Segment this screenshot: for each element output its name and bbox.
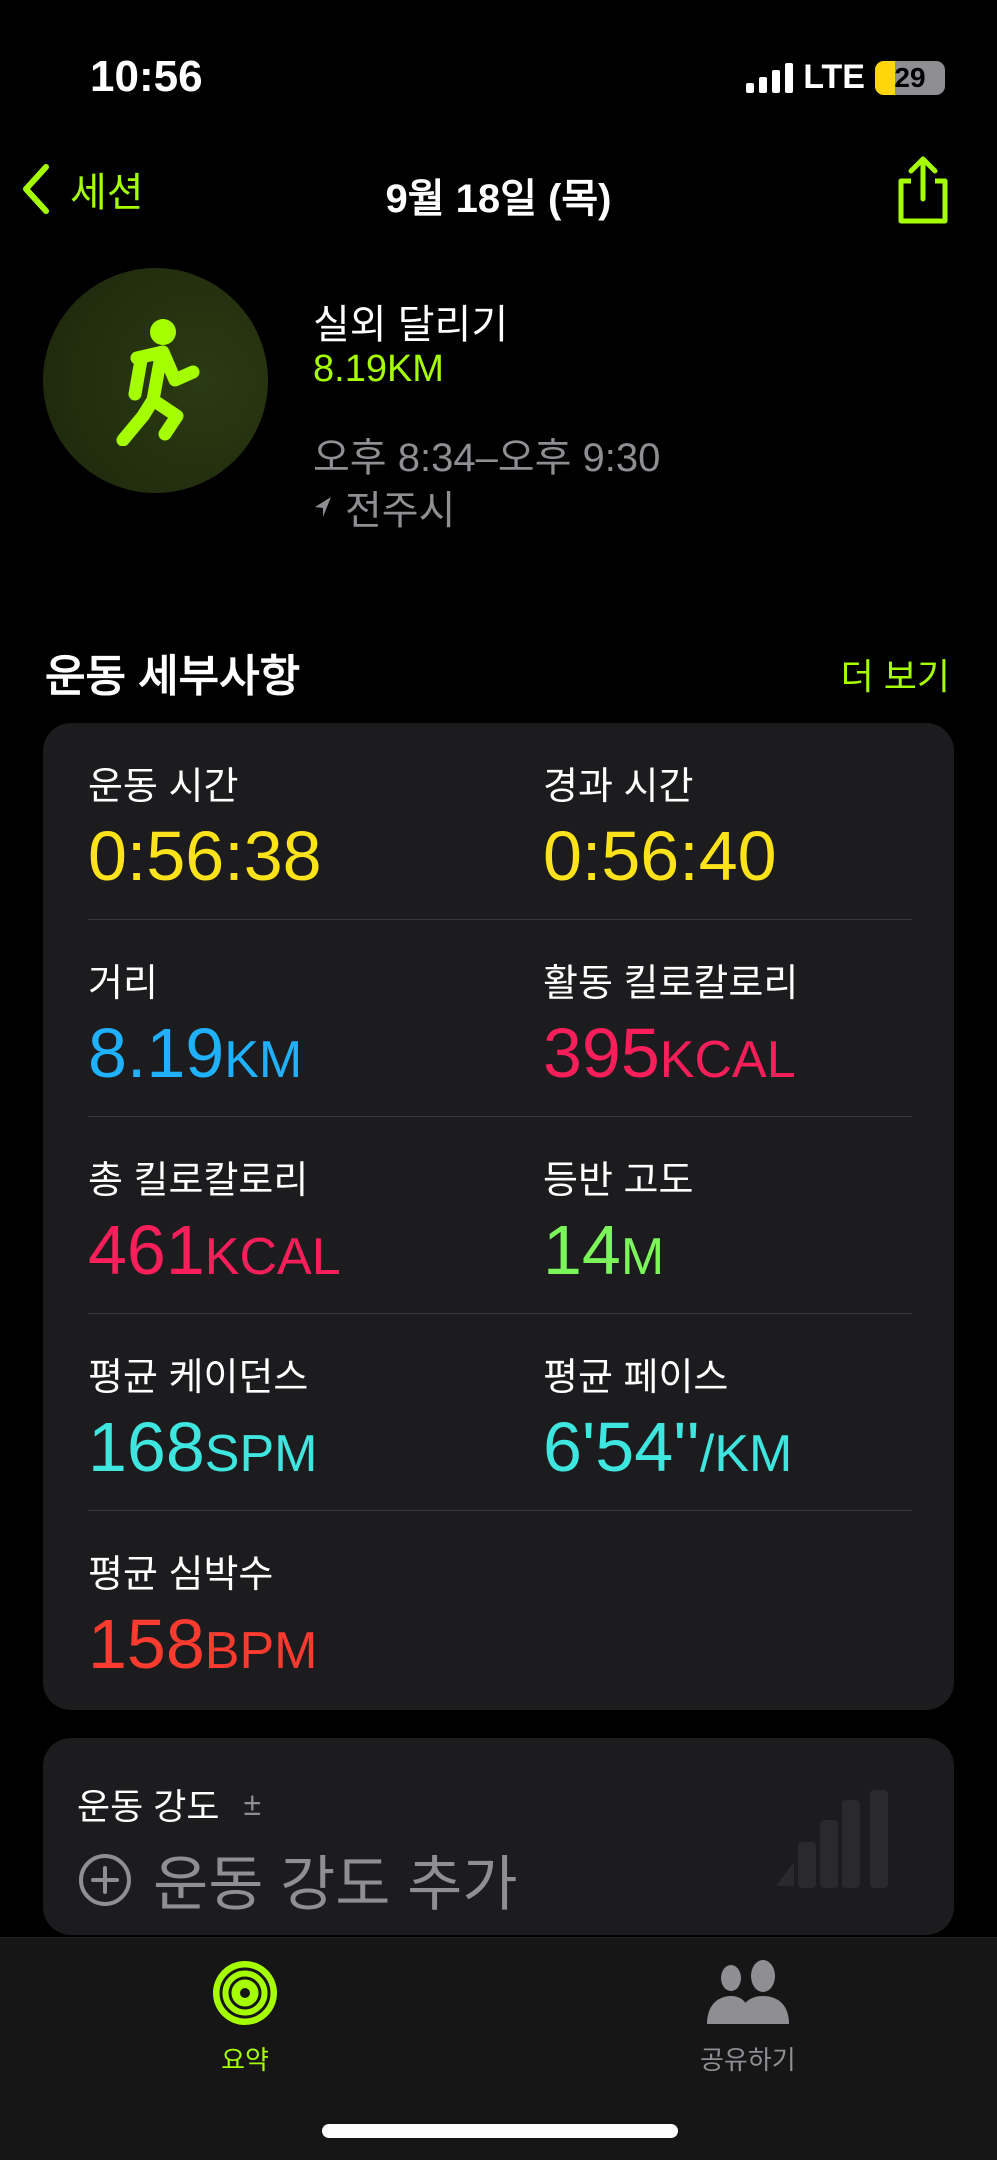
metric-value: 395	[543, 1014, 660, 1092]
status-time: 10:56	[90, 52, 203, 101]
metric-unit: BPM	[204, 1622, 318, 1680]
metric-value-wrap: 0:56:38	[88, 816, 322, 896]
tab-bar: 요약 공유하기	[0, 1937, 997, 2160]
add-effort-label: 운동 강도 추가	[153, 1851, 518, 1918]
plus-circle-icon	[79, 1853, 131, 1906]
tab-summary-label: 요약	[221, 2045, 269, 2075]
metric-value-wrap: 14M	[543, 1210, 693, 1290]
add-effort-button[interactable]: 운동 강도 추가	[77, 1836, 518, 1923]
section-title: 운동 세부사항	[45, 652, 301, 701]
metric-value: 6'54''	[543, 1408, 700, 1486]
metric-value: 158	[88, 1605, 205, 1683]
divider	[88, 1510, 912, 1511]
metric-row: 총 킬로칼로리 461KCAL 등반 고도 14M	[43, 1117, 954, 1314]
metric: 운동 시간 0:56:38	[88, 755, 322, 896]
workout-location: 전주시	[313, 478, 455, 536]
metric: 활동 킬로칼로리 395KCAL	[543, 952, 798, 1093]
workout-time-range: 오후 8:34–오후 9:30	[313, 436, 661, 480]
metric-value-wrap: 158BPM	[88, 1604, 317, 1684]
metric-label: 운동 시간	[88, 766, 239, 808]
show-more-link[interactable]: 더 보기	[840, 656, 950, 697]
battery-level: 29	[894, 61, 926, 93]
metric: 평균 심박수 158BPM	[88, 1543, 317, 1684]
back-button[interactable]: 세션	[20, 160, 144, 218]
metric-value-wrap: 6'54''/KM	[543, 1407, 792, 1487]
metric-value-wrap: 168SPM	[88, 1407, 317, 1487]
workout-distance: 8.19KM	[313, 348, 444, 390]
metric-label: 거리	[88, 963, 158, 1005]
metric-row: 평균 케이던스 168SPM 평균 페이스 6'54''/KM	[43, 1314, 954, 1511]
metric-unit: /KM	[699, 1425, 793, 1483]
back-label: 세션	[70, 171, 144, 215]
workout-type-badge	[43, 268, 268, 493]
page-title: 9월 18일 (목)	[385, 177, 612, 221]
metric-value-wrap: 395KCAL	[543, 1013, 798, 1093]
network-type: LTE	[803, 58, 865, 96]
metric-value: 168	[88, 1408, 205, 1486]
metric-unit: M	[620, 1228, 665, 1286]
metric-value: 461	[88, 1211, 205, 1289]
activity-rings-icon	[213, 1961, 277, 2025]
signal-icon	[746, 62, 794, 93]
metric: 평균 페이스 6'54''/KM	[543, 1346, 792, 1487]
running-figure-icon	[116, 318, 199, 446]
divider	[88, 1313, 912, 1314]
effort-info-icon[interactable]: ±	[243, 1785, 262, 1822]
chevron-left-icon	[23, 164, 49, 214]
metric-label: 경과 시간	[543, 766, 694, 808]
workout-type: 실외 달리기	[313, 303, 509, 347]
metric-label: 총 킬로칼로리	[88, 1160, 309, 1202]
share-icon[interactable]	[893, 155, 953, 225]
metric-label: 평균 페이스	[543, 1357, 729, 1399]
metric-unit: KM	[224, 1031, 303, 1089]
metric: 평균 케이던스 168SPM	[88, 1346, 317, 1487]
tab-sharing[interactable]: 공유하기	[700, 1960, 796, 2077]
workout-details-card: 운동 시간 0:56:38 경과 시간 0:56:40 거리 8.19KM 활동 킬로…	[43, 723, 954, 1710]
location-arrow-icon	[315, 497, 331, 517]
divider	[88, 1116, 912, 1117]
location-label: 전주시	[345, 489, 456, 533]
metric-unit: KCAL	[204, 1228, 341, 1286]
metric-label: 평균 심박수	[88, 1554, 274, 1596]
metric-row: 거리 8.19KM 활동 킬로칼로리 395KCAL	[43, 920, 954, 1117]
metric-row: 평균 심박수 158BPM	[43, 1511, 954, 1708]
metric-label: 평균 케이던스	[88, 1357, 309, 1399]
status-indicators: LTE 29	[746, 58, 945, 97]
effort-bars-icon	[776, 1790, 888, 1888]
metric-value: 0:56:40	[543, 817, 777, 895]
metric: 거리 8.19KM	[88, 952, 302, 1093]
tab-summary[interactable]: 요약	[212, 1960, 278, 2077]
metric-value-wrap: 461KCAL	[88, 1210, 341, 1290]
battery-icon: 29	[875, 60, 945, 95]
metric-row: 운동 시간 0:56:38 경과 시간 0:56:40	[43, 723, 954, 920]
metric-value: 0:56:38	[88, 817, 322, 895]
effort-label-row: 운동 강도 ±	[77, 1778, 261, 1830]
metric: 경과 시간 0:56:40	[543, 755, 777, 896]
effort-label: 운동 강도	[77, 1786, 220, 1827]
people-icon	[706, 1960, 789, 2024]
metric-value: 8.19	[88, 1014, 225, 1092]
metric-label: 활동 킬로칼로리	[543, 963, 799, 1005]
metric-value-wrap: 8.19KM	[88, 1013, 302, 1093]
effort-card[interactable]: 운동 강도 ± 운동 강도 추가	[43, 1738, 954, 1935]
metric: 등반 고도 14M	[543, 1149, 693, 1290]
metric-value: 14	[543, 1211, 621, 1289]
metric: 총 킬로칼로리 461KCAL	[88, 1149, 341, 1290]
metric-unit: KCAL	[659, 1031, 796, 1089]
metric-value-wrap: 0:56:40	[543, 816, 777, 896]
tab-sharing-label: 공유하기	[700, 2045, 796, 2075]
divider	[88, 919, 912, 920]
metric-unit: SPM	[204, 1425, 318, 1483]
home-indicator[interactable]	[322, 2124, 678, 2138]
metric-label: 등반 고도	[543, 1160, 694, 1202]
